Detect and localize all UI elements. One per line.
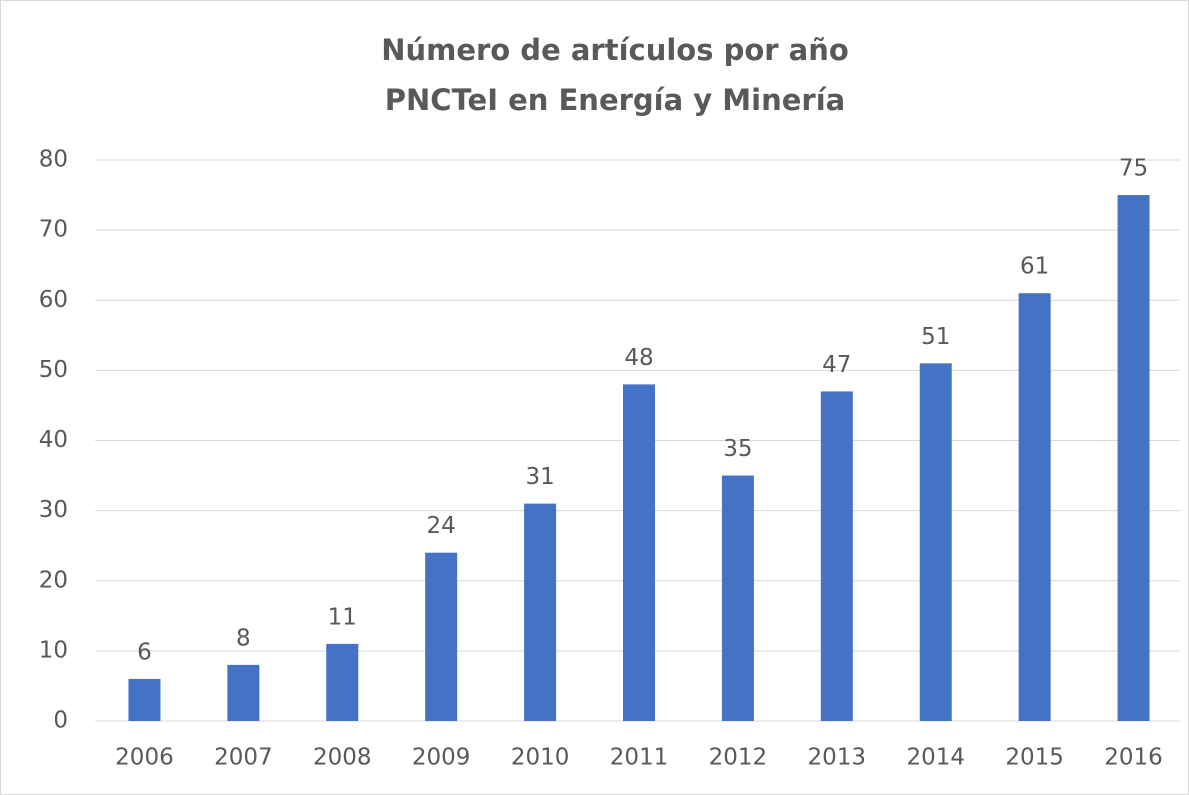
y-tick-label: 30 [39,497,68,523]
y-tick-label: 60 [39,287,68,313]
bar [820,391,853,721]
bar [128,678,161,721]
bar [326,643,359,721]
data-label: 11 [328,604,357,630]
data-label: 61 [1020,254,1049,280]
x-tick-label: 2015 [1005,745,1064,771]
x-tick-label: 2010 [511,745,570,771]
chart-title: Número de artículos por año [381,33,849,67]
bar [1117,195,1150,721]
bar [1018,293,1051,721]
x-tick-label: 2006 [115,745,174,771]
bar [721,475,754,721]
bar [623,384,655,721]
data-label: 8 [236,625,251,651]
y-tick-label: 40 [39,427,68,453]
x-tick-label: 2012 [709,745,768,771]
data-label: 51 [921,324,950,350]
data-label: 75 [1119,156,1148,182]
y-tick-label: 80 [39,147,68,173]
bar [425,552,458,721]
bar [524,503,557,721]
x-tick-label: 2011 [610,745,669,771]
data-label: 48 [624,345,653,371]
bar [919,363,952,721]
x-tick-label: 2014 [906,745,965,771]
x-tick-label: 2013 [808,745,867,771]
data-label: 35 [723,436,752,462]
y-tick-label: 20 [39,567,68,593]
x-tick-label: 2008 [313,745,372,771]
data-label: 24 [427,513,456,539]
x-tick-label: 2007 [214,745,273,771]
y-tick-label: 0 [53,708,68,734]
y-tick-label: 10 [39,637,68,663]
bar [227,664,260,721]
x-tick-label: 2009 [412,745,471,771]
data-label: 31 [525,464,554,490]
data-label: 6 [137,639,152,665]
data-label: 47 [822,352,851,378]
y-tick-label: 70 [39,217,68,243]
y-tick-label: 50 [39,357,68,383]
x-tick-label: 2016 [1104,745,1163,771]
chart-title: PNCTeI en Energía y Minería [385,83,845,117]
